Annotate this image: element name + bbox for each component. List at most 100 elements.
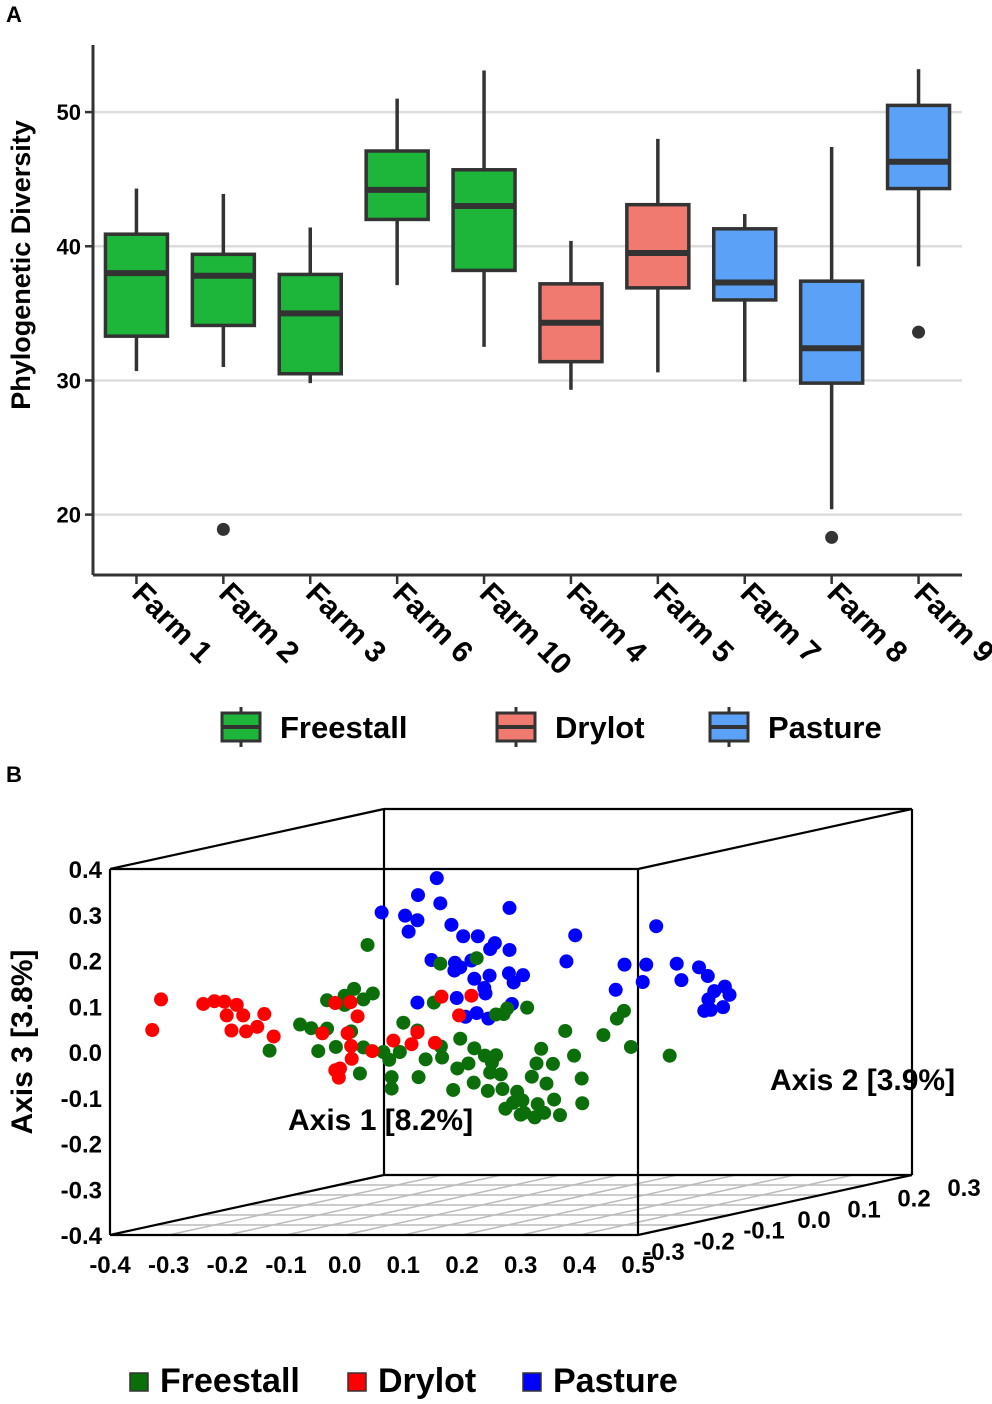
b-y-ticks: -0.3 -0.2 -0.1 0.0 0.1 0.2 0.3 xyxy=(643,1175,980,1266)
b-point-pasture xyxy=(649,919,664,934)
b-point-freestall xyxy=(384,1070,399,1085)
b-point-drylot xyxy=(344,1051,359,1066)
b-point-pasture xyxy=(469,1006,484,1021)
a-category-label: Farm 7 xyxy=(734,577,827,670)
b-point-freestall xyxy=(467,1041,482,1056)
b-point-drylot xyxy=(350,1009,365,1024)
b-point-pasture xyxy=(398,908,413,923)
b-point-drylot xyxy=(404,1037,419,1052)
b-point-pasture xyxy=(429,871,444,886)
a-legend-label: Drylot xyxy=(555,710,645,745)
a-category-label: Farm 5 xyxy=(647,577,740,670)
b-point-pasture xyxy=(470,929,485,944)
b-x-axis-title: Axis 1 [8.2%] xyxy=(288,1104,473,1137)
a-legend-item-freestall: Freestall xyxy=(220,707,408,747)
a-box-farm-9 xyxy=(885,69,952,339)
a-outlier-point xyxy=(216,522,230,536)
a-category-label: Farm 9 xyxy=(908,577,992,670)
b-point-freestall xyxy=(466,1075,481,1090)
b-point-pasture xyxy=(716,1000,731,1015)
b-xtick-label: -0.1 xyxy=(265,1252,306,1279)
b-point-drylot xyxy=(365,1044,380,1059)
b-ytick-label: -0.3 xyxy=(643,1239,684,1266)
b-point-freestall xyxy=(293,1017,308,1032)
a-box-farm-8 xyxy=(798,146,865,544)
b-point-pasture xyxy=(608,982,623,997)
b-point-drylot xyxy=(344,1039,359,1054)
b-point-freestall xyxy=(304,1021,319,1036)
b-ytick-label: 0.2 xyxy=(897,1186,930,1213)
b-point-pasture xyxy=(635,975,650,990)
b-point-pasture xyxy=(701,992,716,1007)
a-outlier-point xyxy=(912,325,926,339)
a-category-label: Farm 3 xyxy=(299,577,392,670)
b-point-pasture xyxy=(482,968,497,983)
b-ztick-label: 0.3 xyxy=(69,903,102,930)
a-ytick-label: 50 xyxy=(57,100,81,125)
b-point-freestall xyxy=(347,981,362,996)
b-point-pasture xyxy=(410,913,425,928)
b-point-freestall xyxy=(461,1056,476,1071)
b-ztick-label: -0.2 xyxy=(61,1132,102,1159)
b-point-drylot xyxy=(154,992,169,1007)
a-ytick-label: 20 xyxy=(57,503,81,528)
a-boxes xyxy=(103,69,952,544)
b-point-freestall xyxy=(480,1083,495,1098)
b-point-freestall xyxy=(534,1041,549,1056)
b-legend-label: Drylot xyxy=(378,1362,476,1400)
b-point-pasture xyxy=(700,969,715,984)
b-frame-edge xyxy=(637,1173,913,1237)
b-point-drylot xyxy=(328,996,343,1011)
a-box-body xyxy=(625,202,691,290)
b-cube-frame xyxy=(108,807,914,1237)
panel-a-label: A xyxy=(6,2,22,27)
a-box-body xyxy=(451,168,517,273)
b-point-pasture xyxy=(456,929,471,944)
b-point-pasture xyxy=(506,975,521,990)
b-point-drylot xyxy=(434,989,449,1004)
b-point-pasture xyxy=(453,960,468,975)
b-legend-item-freestall: Freestall xyxy=(129,1362,300,1400)
b-legend-swatch xyxy=(129,1372,149,1392)
b-point-drylot xyxy=(343,995,358,1010)
b-point-freestall xyxy=(352,1066,367,1081)
a-ytick-label: 40 xyxy=(57,234,81,259)
a-ytick-label: 30 xyxy=(57,368,81,393)
b-point-drylot xyxy=(224,1023,239,1038)
panel-b-3d-scatter: B 0.40.30.20.10.0-0.1-0.2-0.3-0.4 -0.4 -0… xyxy=(6,762,981,1400)
a-category-label: Farm 10 xyxy=(473,577,578,682)
b-ztick-label: 0.0 xyxy=(69,1040,102,1067)
b-point-freestall xyxy=(495,1082,510,1097)
a-box-body xyxy=(103,232,170,338)
b-point-drylot xyxy=(219,1008,234,1023)
a-category-label: Farm 6 xyxy=(386,577,479,670)
b-point-freestall xyxy=(558,1023,573,1038)
b-point-drylot xyxy=(207,994,222,1009)
a-box-farm-1 xyxy=(103,188,170,372)
b-point-freestall xyxy=(382,1052,397,1067)
a-category-label: Farm 2 xyxy=(212,577,305,670)
b-point-freestall xyxy=(552,1108,567,1123)
b-point-drylot xyxy=(315,1026,330,1041)
b-point-pasture xyxy=(433,896,448,911)
b-point-pasture xyxy=(639,957,654,972)
b-point-pasture xyxy=(502,942,517,957)
b-point-drylot xyxy=(464,988,479,1003)
b-point-freestall xyxy=(418,1052,433,1067)
b-ztick-label: 0.2 xyxy=(69,949,102,976)
b-point-pasture xyxy=(692,960,707,975)
b-point-drylot xyxy=(452,1008,467,1023)
b-point-freestall xyxy=(517,1105,532,1120)
b-point-freestall xyxy=(450,1061,465,1076)
b-point-freestall xyxy=(575,1096,590,1111)
b-z-axis-title: Axis 3 [3.8%] xyxy=(6,949,39,1134)
b-point-freestall xyxy=(537,1105,552,1120)
b-point-freestall xyxy=(262,1043,277,1058)
b-xtick-label: -0.2 xyxy=(207,1252,248,1279)
a-legend-label: Freestall xyxy=(280,710,408,745)
b-point-pasture xyxy=(374,905,389,920)
a-box-body xyxy=(885,103,952,191)
b-xtick-label: -0.3 xyxy=(148,1252,189,1279)
